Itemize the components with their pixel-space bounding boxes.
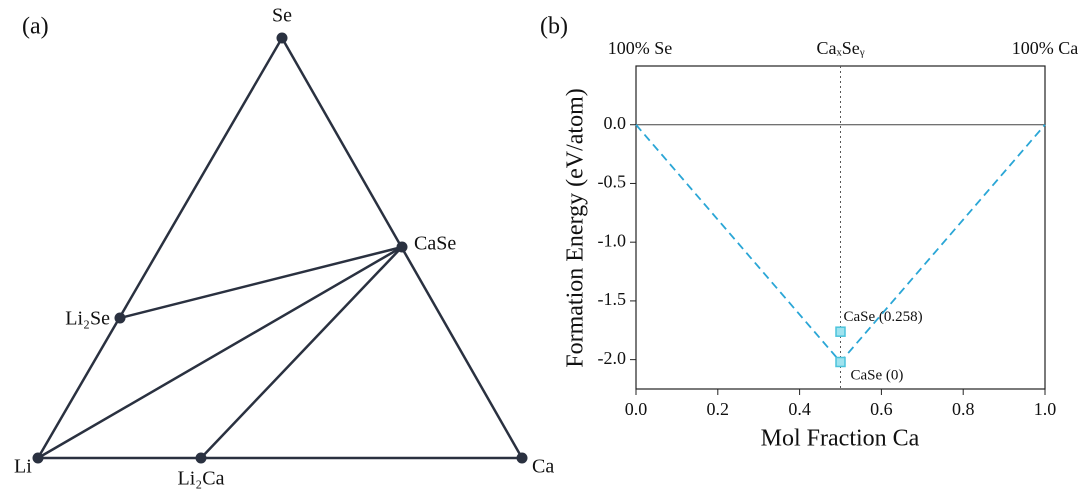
- point-label: CaSe (0): [851, 367, 904, 383]
- node: [195, 452, 207, 464]
- x-tick-label: 0.8: [952, 399, 975, 419]
- node-label: CaSe: [414, 233, 456, 255]
- data-point: [835, 356, 846, 368]
- ternary-diagram: (a) Se CaSe Li₂Se Li Li₂Ca Ca: [14, 5, 554, 490]
- node: [276, 32, 288, 44]
- node: [396, 241, 408, 253]
- point-label: CaSe (0.258): [844, 309, 923, 325]
- tie-line: [37, 245, 403, 460]
- panel-label: (b): [540, 14, 568, 40]
- composition-label: 100% Ca: [1012, 38, 1079, 58]
- node: [32, 452, 44, 464]
- y-axis-title: Formation Energy (eV/atom): [563, 88, 589, 368]
- node-label: Li: [14, 456, 32, 478]
- node-label: Li₂Ca: [178, 468, 225, 490]
- x-axis-title: Mol Fraction Ca: [761, 426, 920, 452]
- y-tick-label: -1.5: [598, 289, 627, 309]
- panel-label: (a): [22, 14, 49, 40]
- node-label: Ca: [532, 456, 554, 478]
- data-point: [835, 326, 846, 337]
- node-label: Se: [272, 5, 292, 27]
- x-tick-label: 1.0: [1034, 399, 1057, 419]
- composition-label: 100% Se: [608, 38, 673, 58]
- node: [516, 452, 528, 464]
- node-label: Li₂Se: [65, 308, 110, 330]
- composition-label: CaₓSeᵧ: [817, 38, 865, 59]
- x-tick-label: 0.2: [707, 399, 730, 419]
- y-tick-label: 0.0: [604, 113, 627, 133]
- tie-line: [119, 245, 403, 320]
- x-tick-label: 0.0: [625, 399, 648, 419]
- y-tick-label: -2.0: [598, 348, 627, 368]
- x-tick-label: 0.6: [870, 399, 893, 419]
- x-tick-label: 0.4: [788, 399, 811, 419]
- tie-line: [36, 37, 284, 459]
- tie-line: [200, 246, 403, 459]
- y-tick-label: -1.0: [598, 230, 627, 250]
- y-tick-label: -0.5: [598, 172, 627, 192]
- node: [114, 312, 126, 324]
